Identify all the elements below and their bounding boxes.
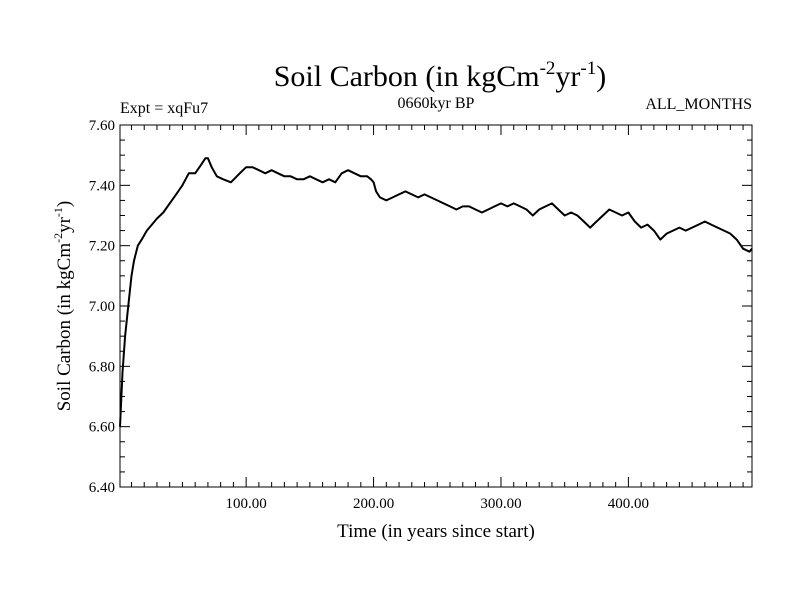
- chart-title-main: Soil Carbon (in kgCm: [274, 60, 540, 93]
- subtitle-period: 0660kyr BP: [398, 95, 475, 112]
- y-tick-label: 7.60: [89, 118, 115, 134]
- plot-area: [119, 124, 753, 488]
- x-tick-label: 200.00: [353, 496, 394, 512]
- y-axis-label: Soil Carbon (in kgCm-2yr-1): [51, 201, 75, 412]
- y-axis-label-main: Soil Carbon (in kgCm: [54, 243, 75, 412]
- subtitle-experiment: Expt = xqFu7: [120, 100, 208, 117]
- subtitle-months: ALL_MONTHS: [645, 96, 752, 113]
- x-tick-label: 100.00: [226, 496, 267, 512]
- y-axis-label-mid: yr: [54, 216, 75, 233]
- chart-title: Soil Carbon (in kgCm-2yr-1): [274, 58, 607, 93]
- axis-ticks: 100.00 200.00 300.00 400.00 6.40 6.60 6.80 7.00…: [89, 118, 752, 512]
- y-tick-label: 6.60: [89, 420, 115, 436]
- chart-title-close: ): [596, 60, 606, 93]
- chart-title-sup1: -2: [540, 58, 556, 79]
- chart-title-sup2: -1: [580, 58, 596, 79]
- chart-title-mid: yr: [555, 60, 580, 93]
- y-tick-label: 7.00: [89, 299, 115, 315]
- y-axis-label-close: ): [54, 201, 75, 207]
- series-line-soil-carbon: [119, 157, 753, 427]
- x-tick-label: 400.00: [608, 496, 649, 512]
- x-tick-label: 300.00: [480, 496, 521, 512]
- y-tick-label: 6.40: [89, 480, 115, 496]
- y-tick-label: 7.20: [89, 239, 115, 255]
- y-tick-label: 7.40: [89, 178, 115, 194]
- y-tick-label: 6.80: [89, 359, 115, 375]
- x-axis-label: Time (in years since start): [337, 521, 535, 542]
- y-axis-label-sup2: -1: [51, 207, 65, 217]
- y-axis-label-sup1: -2: [51, 233, 65, 243]
